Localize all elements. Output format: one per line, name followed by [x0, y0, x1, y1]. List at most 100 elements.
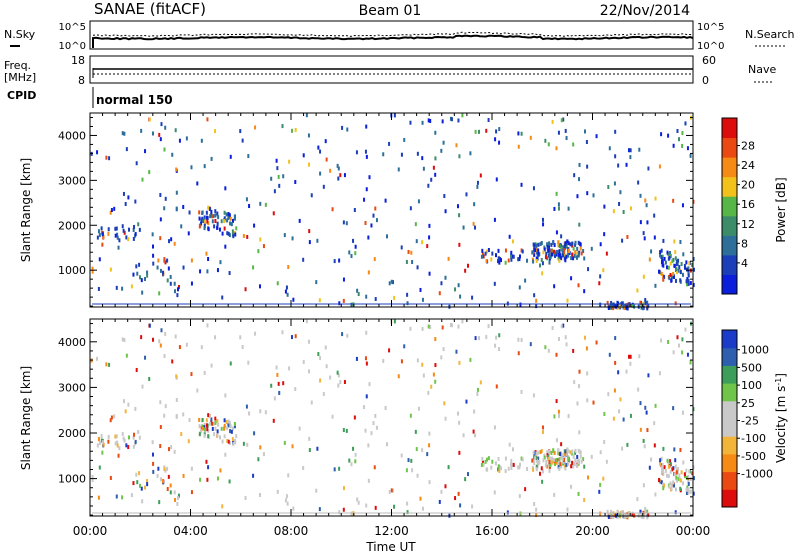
echo-point: [466, 263, 469, 268]
echo-point: [190, 466, 193, 471]
echo-point: [272, 418, 275, 423]
echo-point: [617, 163, 620, 168]
echo-point: [625, 162, 628, 167]
echo-point: [318, 507, 321, 512]
echo-point: [410, 250, 413, 255]
date-title: 22/Nov/2014: [600, 3, 690, 19]
echo-point: [152, 131, 155, 136]
echo-point: [185, 342, 188, 347]
echo-point: [560, 324, 563, 329]
echo-point: [666, 458, 669, 463]
echo-point: [355, 356, 358, 361]
echo-point: [203, 370, 206, 375]
echo-point: [345, 221, 348, 226]
echo-point: [684, 327, 687, 332]
echo-point: [672, 271, 675, 276]
echo-point: [372, 213, 375, 218]
echo-point: [264, 202, 267, 207]
echo-point: [572, 142, 575, 147]
echo-point: [678, 265, 681, 270]
echo-point: [532, 458, 535, 463]
echo-point: [213, 224, 216, 229]
echo-point: [629, 155, 632, 160]
echo-point: [532, 250, 535, 255]
echo-point: [517, 131, 520, 136]
echo-point: [674, 278, 677, 283]
y-tick-label: 4000: [58, 336, 86, 349]
echo-point: [257, 457, 260, 462]
echo-point: [668, 484, 671, 489]
echo-point: [109, 475, 112, 480]
echo-point: [692, 283, 695, 288]
echo-point: [206, 269, 209, 274]
echo-point: [644, 301, 647, 306]
echo-point: [518, 462, 521, 467]
echo-point: [555, 230, 558, 235]
echo-point: [201, 417, 204, 422]
echo-point: [91, 269, 94, 274]
echo-point: [545, 459, 548, 464]
echo-point: [672, 406, 675, 411]
echo-point: [466, 472, 469, 477]
echo-point: [337, 166, 340, 171]
echo-point: [623, 512, 626, 517]
echo-point: [621, 238, 624, 243]
echo-point: [200, 138, 203, 143]
echo-point: [679, 486, 682, 491]
echo-point: [476, 184, 479, 189]
echo-point: [508, 442, 511, 447]
echo-point: [685, 267, 688, 272]
echo-point: [190, 281, 193, 286]
echo-point: [481, 248, 484, 253]
echo-point: [532, 259, 535, 264]
echo-point: [450, 117, 453, 122]
colorbar-tick-label: 24: [741, 159, 755, 172]
echo-point: [660, 260, 663, 265]
echo-point: [563, 245, 566, 250]
echo-point: [495, 177, 498, 182]
echo-point: [200, 429, 203, 434]
echo-point: [132, 272, 135, 277]
echo-point: [203, 226, 206, 231]
echo-point: [140, 128, 143, 133]
echo-point: [273, 189, 276, 194]
echo-point: [551, 326, 554, 331]
echo-point: [224, 452, 227, 457]
echo-point: [639, 300, 642, 305]
echo-point: [537, 450, 540, 455]
echo-point: [679, 270, 682, 275]
echo-point: [288, 159, 291, 164]
echo-point: [348, 458, 351, 463]
echo-point: [370, 431, 373, 436]
echo-point: [235, 434, 238, 439]
echo-point: [537, 242, 540, 247]
echo-point: [367, 270, 370, 275]
echo-point: [223, 210, 226, 215]
echo-point: [442, 347, 445, 352]
echo-point: [565, 136, 568, 141]
colorbar-segment: [722, 418, 737, 437]
echo-point: [614, 336, 617, 341]
echo-point: [140, 486, 143, 491]
echo-point: [337, 176, 340, 181]
station-title: SANAE (fitACF): [94, 0, 206, 18]
echo-point: [318, 298, 321, 303]
echo-point: [159, 477, 162, 482]
echo-point: [560, 234, 563, 239]
echo-point: [456, 204, 459, 209]
echo-point: [557, 206, 560, 211]
echo-point: [434, 172, 437, 177]
echo-point: [127, 435, 130, 440]
echo-point: [115, 226, 118, 231]
echo-point: [679, 278, 682, 283]
echo-point: [294, 387, 297, 392]
echo-point: [400, 245, 403, 250]
echo-point: [548, 449, 551, 454]
echo-point: [660, 456, 663, 461]
echo-point: [564, 258, 567, 263]
echo-point: [509, 462, 512, 467]
echo-point: [152, 261, 155, 266]
echo-point: [169, 274, 172, 279]
echo-point: [662, 446, 665, 451]
echo-point: [365, 394, 368, 399]
